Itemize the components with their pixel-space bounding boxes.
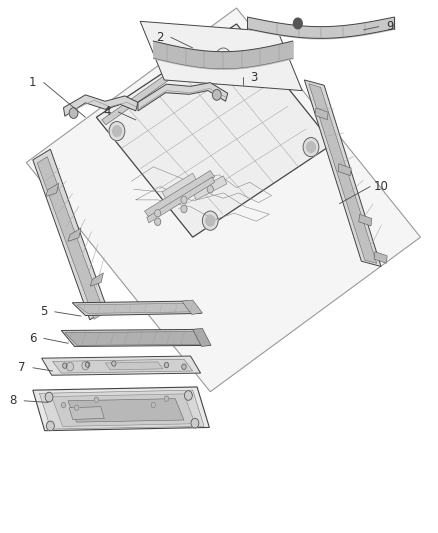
Polygon shape [72,301,201,316]
Polygon shape [193,328,211,346]
Polygon shape [315,108,328,120]
Polygon shape [359,214,372,226]
Circle shape [219,52,228,63]
Polygon shape [140,21,302,91]
Circle shape [182,364,186,369]
Polygon shape [37,157,104,319]
Text: 7: 7 [18,361,26,374]
Polygon shape [96,24,333,237]
Circle shape [63,363,67,368]
Polygon shape [182,300,202,314]
Circle shape [184,391,192,400]
Text: 2: 2 [156,31,164,44]
Circle shape [212,90,221,100]
Polygon shape [69,407,104,419]
Polygon shape [309,84,377,263]
Circle shape [215,48,231,67]
Polygon shape [338,164,351,176]
Polygon shape [46,183,59,197]
Polygon shape [138,83,228,111]
Text: 4: 4 [103,106,111,118]
Polygon shape [374,252,387,263]
Circle shape [191,418,199,428]
Circle shape [94,397,99,402]
Polygon shape [77,303,197,313]
Polygon shape [145,171,215,217]
Circle shape [151,402,155,408]
Circle shape [155,218,161,225]
Polygon shape [68,399,184,422]
Polygon shape [102,28,237,125]
Text: 10: 10 [374,180,389,193]
Circle shape [202,211,218,230]
Circle shape [109,122,125,141]
Text: 9: 9 [386,20,394,33]
Polygon shape [162,173,197,200]
Circle shape [46,421,54,431]
Text: 1: 1 [29,76,37,89]
Circle shape [164,396,169,401]
Circle shape [164,362,169,368]
Text: 3: 3 [251,71,258,84]
Text: 8: 8 [10,394,17,407]
Polygon shape [52,394,195,426]
Circle shape [307,142,315,152]
Circle shape [85,362,90,367]
Polygon shape [26,8,420,392]
Circle shape [206,215,215,226]
Circle shape [181,196,187,204]
Polygon shape [304,80,381,266]
Polygon shape [65,332,207,345]
Circle shape [112,361,116,366]
Text: 5: 5 [40,305,47,318]
Polygon shape [105,362,163,370]
Circle shape [303,138,319,157]
Polygon shape [64,95,138,116]
Polygon shape [42,356,201,375]
Text: 6: 6 [29,332,37,345]
Polygon shape [90,273,103,286]
Circle shape [113,126,121,136]
Polygon shape [68,228,81,241]
Circle shape [293,18,302,29]
Polygon shape [61,329,210,346]
Circle shape [155,209,161,217]
Circle shape [61,402,66,408]
Polygon shape [39,390,204,429]
Polygon shape [147,177,215,223]
Circle shape [82,361,89,370]
Circle shape [67,362,74,371]
Circle shape [207,185,213,193]
Circle shape [74,405,79,410]
Polygon shape [33,149,107,320]
Circle shape [69,108,78,118]
Polygon shape [193,176,227,200]
Circle shape [45,392,53,402]
Polygon shape [33,387,209,431]
Polygon shape [53,359,193,373]
Circle shape [181,205,187,213]
